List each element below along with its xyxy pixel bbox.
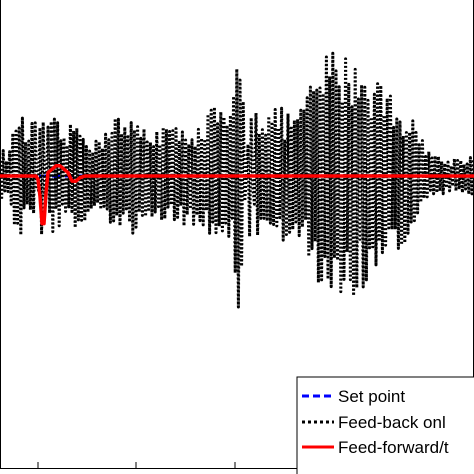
legend-label-feed-back: Feed-back onl (338, 413, 446, 432)
legend-box (296, 376, 474, 474)
series-layer (0, 51, 474, 309)
series-line-feed-forward-t (0, 164, 474, 226)
series-line-feed-back-onl (0, 51, 474, 309)
legend: Set point Feed-back onl Feed-forward/t (296, 376, 474, 474)
legend-label-set-point: Set point (338, 387, 405, 406)
legend-label-feed-forward: Feed-forward/t (338, 438, 449, 457)
